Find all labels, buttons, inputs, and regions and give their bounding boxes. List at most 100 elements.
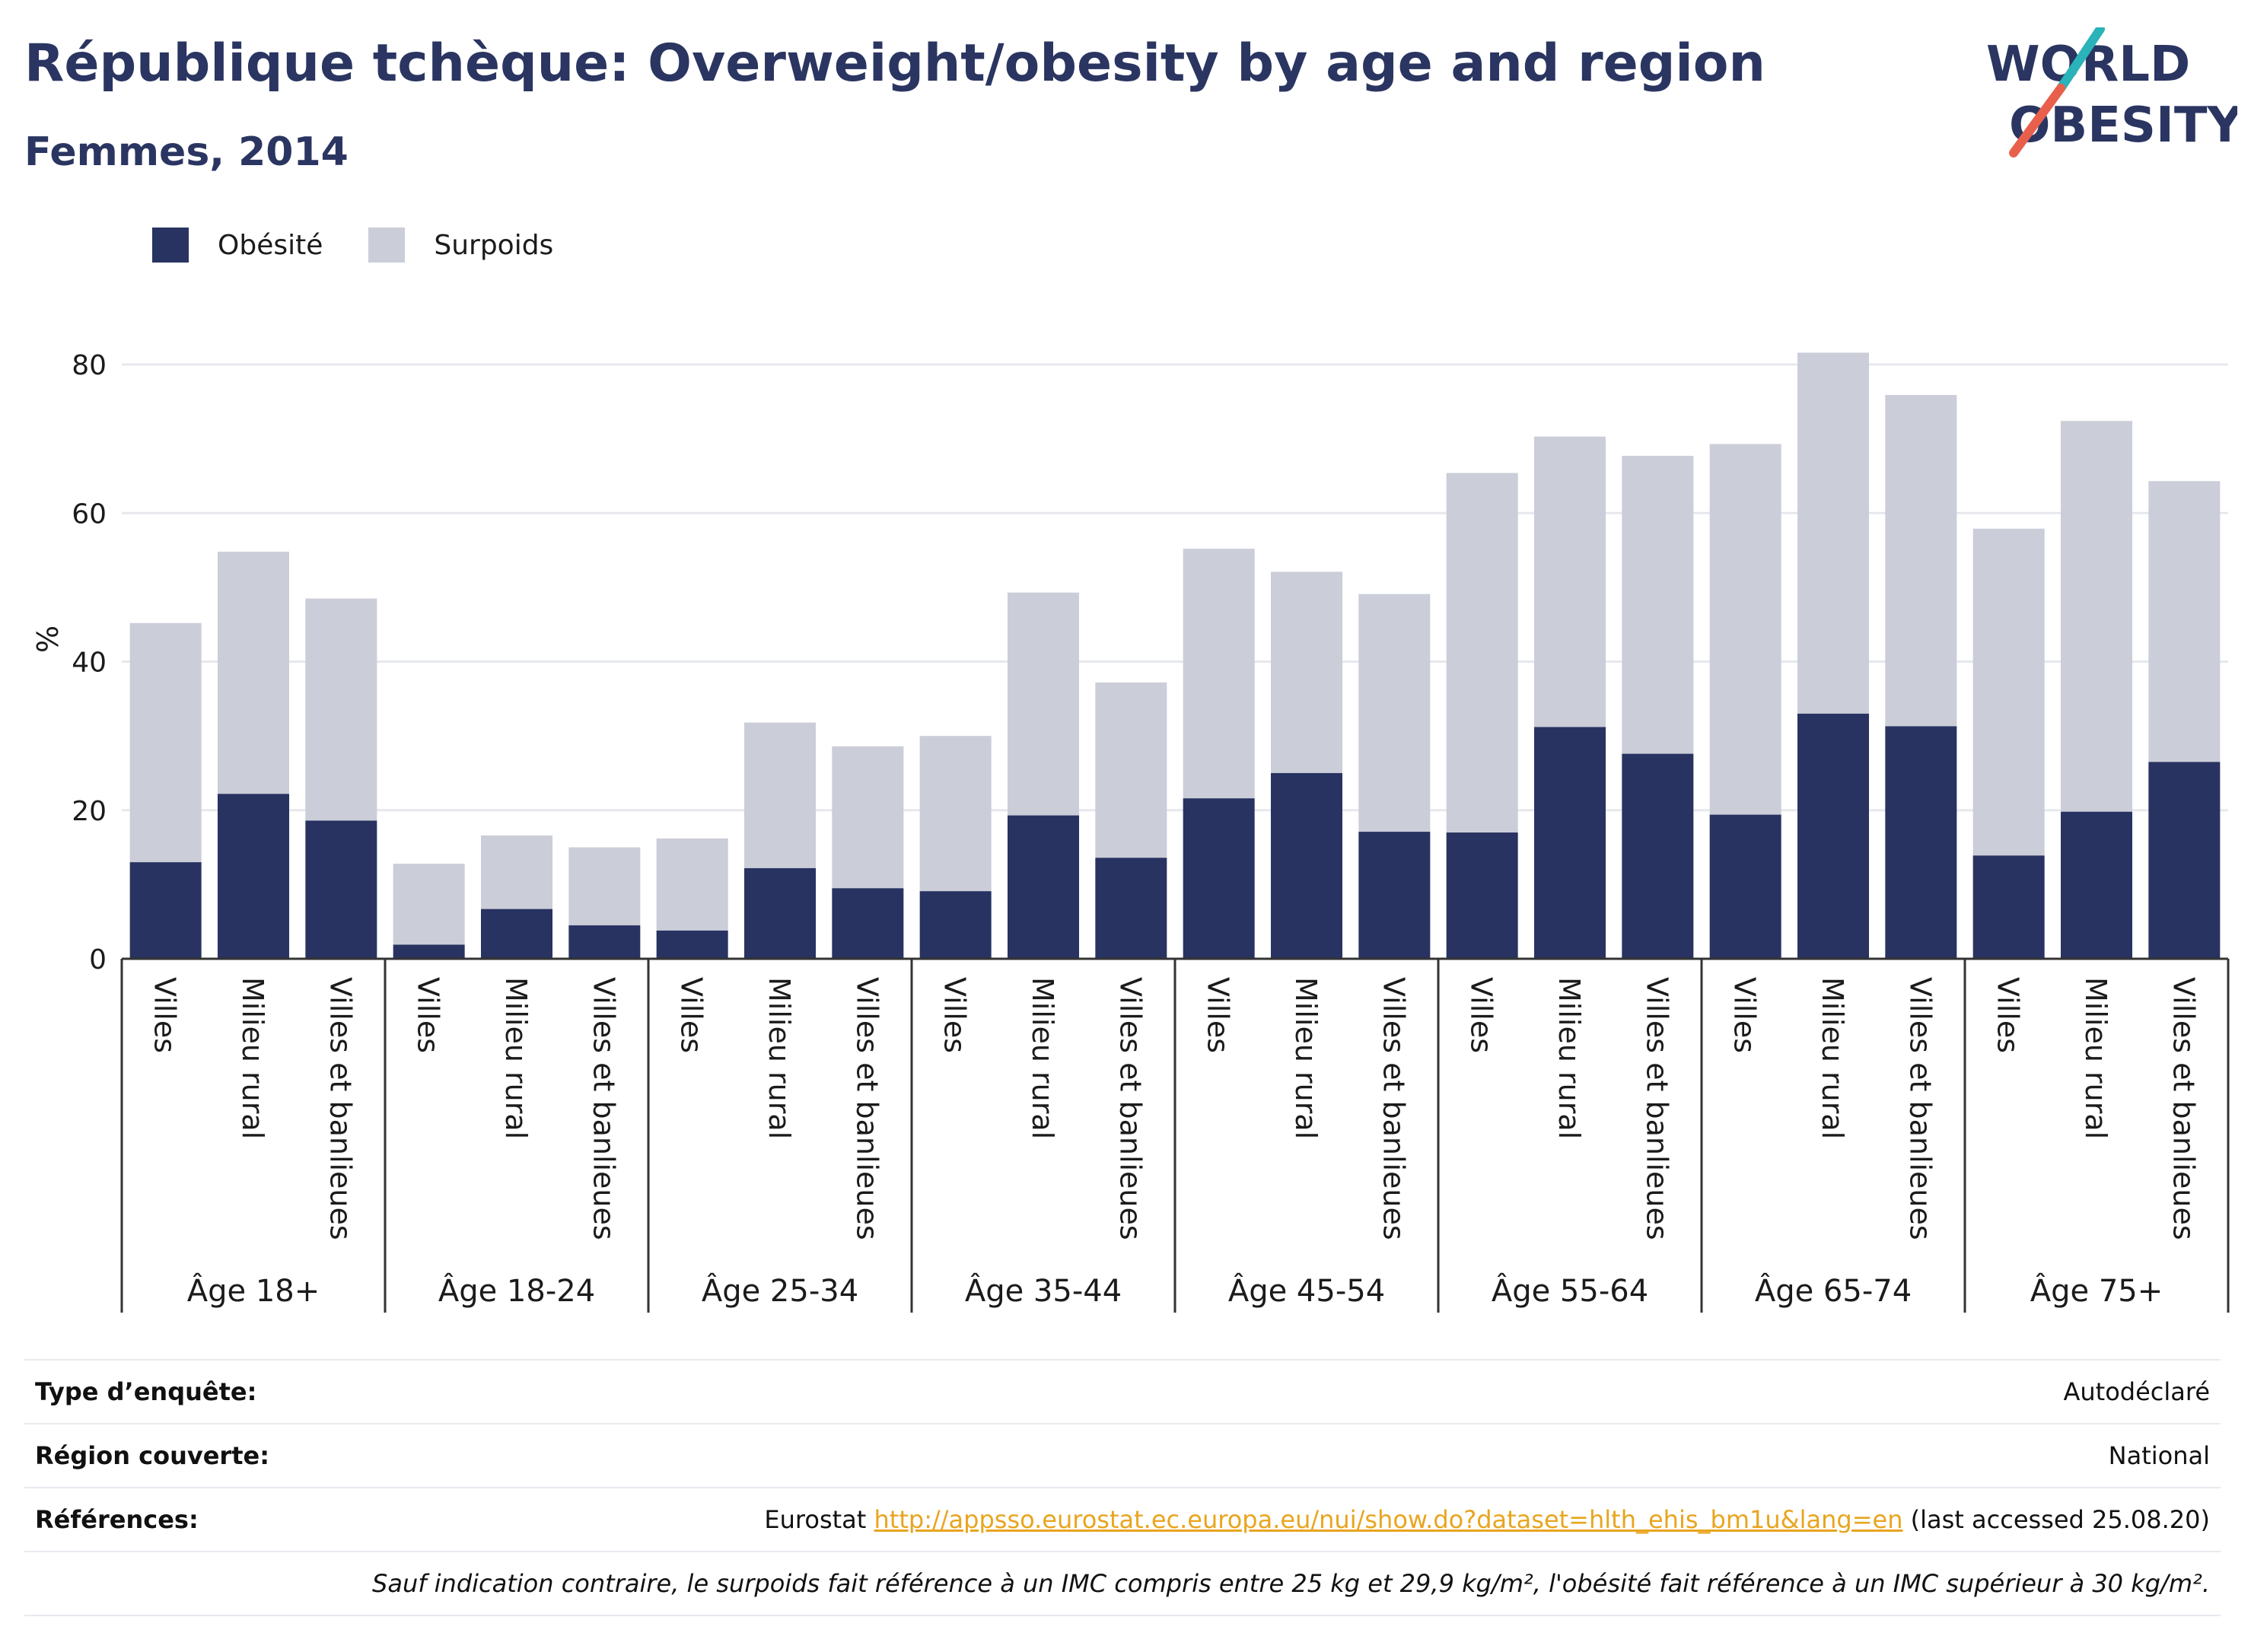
survey-type-value: Autodéclaré — [2063, 1377, 2210, 1406]
bar-obesity — [1885, 726, 1957, 959]
bar-overweight — [1534, 436, 1606, 727]
references-label: Références: — [35, 1505, 199, 1534]
bar-obesity — [1709, 814, 1781, 959]
x-category-label: Villes et banlieues — [1377, 977, 1410, 1240]
references-value: Eurostat http://appsso.eurostat.ec.europ… — [764, 1505, 2210, 1534]
bar-obesity — [305, 820, 377, 959]
logo-slash-red — [2009, 84, 2065, 158]
x-category-label: Milieu rural — [236, 977, 269, 1139]
x-category-label: Villes — [148, 977, 182, 1053]
references-prefix: Eurostat — [764, 1505, 867, 1534]
legend-swatch-obesity — [152, 228, 189, 263]
bar-overweight — [129, 622, 202, 863]
y-tick-label: 80 — [72, 350, 107, 381]
x-category-label: Milieu rural — [1552, 977, 1586, 1139]
bar-obesity — [2148, 762, 2221, 959]
bar-overweight — [656, 838, 728, 931]
x-category-label: Villes — [412, 977, 445, 1053]
x-group-label: Âge 35-44 — [965, 1272, 1122, 1309]
bar-overweight — [1008, 592, 1079, 816]
chart-title: République tchèque: Overweight/obesity b… — [24, 33, 1765, 94]
bar-overweight — [218, 552, 289, 794]
y-tick-label: 20 — [72, 796, 107, 827]
y-tick-label: 60 — [72, 498, 107, 530]
legend-swatch-overweight — [368, 228, 406, 263]
bar-chart: 0 20 40 60 80% Villes Milieu rural Villes et ba… — [31, 350, 2230, 1313]
definition-note: Sauf indication contraire, le surpoids f… — [372, 1569, 2210, 1598]
x-category-label: Villes et banlieues — [323, 977, 357, 1240]
x-category-label: Villes — [1728, 977, 1762, 1053]
bar-obesity — [393, 944, 465, 959]
bar-overweight — [1446, 473, 1518, 833]
bar-overweight — [568, 847, 641, 926]
chart-subtitle: Femmes, 2014 — [24, 129, 349, 175]
x-category-label: Milieu rural — [763, 977, 796, 1139]
bar-overweight — [1972, 528, 2045, 856]
bar-obesity — [919, 891, 992, 959]
legend-label-overweight: Surpoids — [434, 229, 554, 261]
legend-item-overweight: Surpoids — [368, 228, 553, 263]
bar-overweight — [1095, 682, 1167, 858]
x-group-label: Âge 25-34 — [702, 1272, 858, 1309]
y-tick-label: 0 — [89, 944, 107, 976]
bar-obesity — [1797, 713, 1869, 959]
x-group-label: Âge 55-64 — [1492, 1272, 1648, 1309]
world-obesity-logo: WORLD OBESITY — [1986, 27, 2237, 158]
legend-label-obesity: Obésité — [218, 229, 323, 261]
y-axis-label: % — [31, 625, 65, 653]
bar-overweight — [305, 598, 377, 821]
bar-obesity — [1446, 832, 1518, 959]
x-group-label: Âge 18+ — [187, 1272, 320, 1309]
x-category-label: Milieu rural — [499, 977, 533, 1139]
bar-overweight — [744, 722, 816, 868]
bar-overweight — [1358, 594, 1431, 832]
x-category-label: Villes et banlieues — [2167, 977, 2200, 1240]
info-row-region: Région couverte: National — [24, 1423, 2221, 1487]
x-category-label: Villes — [675, 977, 708, 1053]
x-category-label: Villes et banlieues — [1903, 977, 1937, 1240]
info-row-references: Références: Eurostat http://appsso.euros… — [24, 1487, 2221, 1551]
bar-obesity — [744, 867, 816, 959]
bar-obesity — [1271, 772, 1342, 959]
info-row-survey-type: Type d’enquête: Autodéclaré — [24, 1359, 2221, 1423]
info-table: Type d’enquête: Autodéclaré Région couve… — [24, 1359, 2221, 1616]
bar-overweight — [1885, 395, 1957, 727]
x-group-label: Âge 65-74 — [1755, 1272, 1912, 1309]
x-category-label: Milieu rural — [2079, 977, 2113, 1139]
x-category-label: Villes — [1992, 977, 2025, 1053]
bar-overweight — [1271, 571, 1342, 773]
x-category-label: Villes et banlieues — [1640, 977, 1673, 1240]
bar-overweight — [1622, 456, 1694, 754]
bar-overweight — [1797, 352, 1869, 714]
references-suffix: (last accessed 25.08.20) — [1910, 1505, 2210, 1534]
legend: Obésité Surpoids — [152, 225, 599, 265]
x-category-label: Villes et banlieues — [850, 977, 884, 1240]
bar-obesity — [1358, 832, 1431, 959]
x-category-label: Milieu rural — [1816, 977, 1849, 1139]
bar-obesity — [2061, 811, 2132, 959]
references-link[interactable]: http://appsso.eurostat.ec.europa.eu/nui/… — [874, 1505, 1903, 1534]
x-group-label: Âge 45-54 — [1228, 1272, 1385, 1309]
bar-obesity — [129, 862, 202, 959]
bar-obesity — [1534, 727, 1606, 959]
bar-overweight — [1709, 444, 1781, 815]
region-value: National — [2108, 1441, 2210, 1470]
bar-overweight — [393, 864, 465, 945]
bar-obesity — [1095, 858, 1167, 959]
bar-obesity — [218, 794, 289, 959]
bar-obesity — [832, 888, 904, 959]
x-category-label: Milieu rural — [1026, 977, 1059, 1139]
y-tick-label: 40 — [72, 648, 107, 679]
info-row-note: Sauf indication contraire, le surpoids f… — [24, 1551, 2221, 1616]
bar-obesity — [1008, 815, 1079, 959]
bar-overweight — [2148, 481, 2221, 762]
x-category-label: Villes — [938, 977, 972, 1053]
x-category-label: Villes — [1465, 977, 1498, 1053]
legend-item-obesity: Obésité — [152, 228, 323, 263]
x-category-label: Villes — [1202, 977, 1235, 1053]
survey-type-label: Type d’enquête: — [35, 1377, 257, 1406]
region-label: Région couverte: — [35, 1441, 269, 1470]
bar-overweight — [481, 835, 552, 909]
bar-obesity — [1183, 798, 1255, 959]
x-category-label: Villes et banlieues — [1113, 977, 1147, 1240]
